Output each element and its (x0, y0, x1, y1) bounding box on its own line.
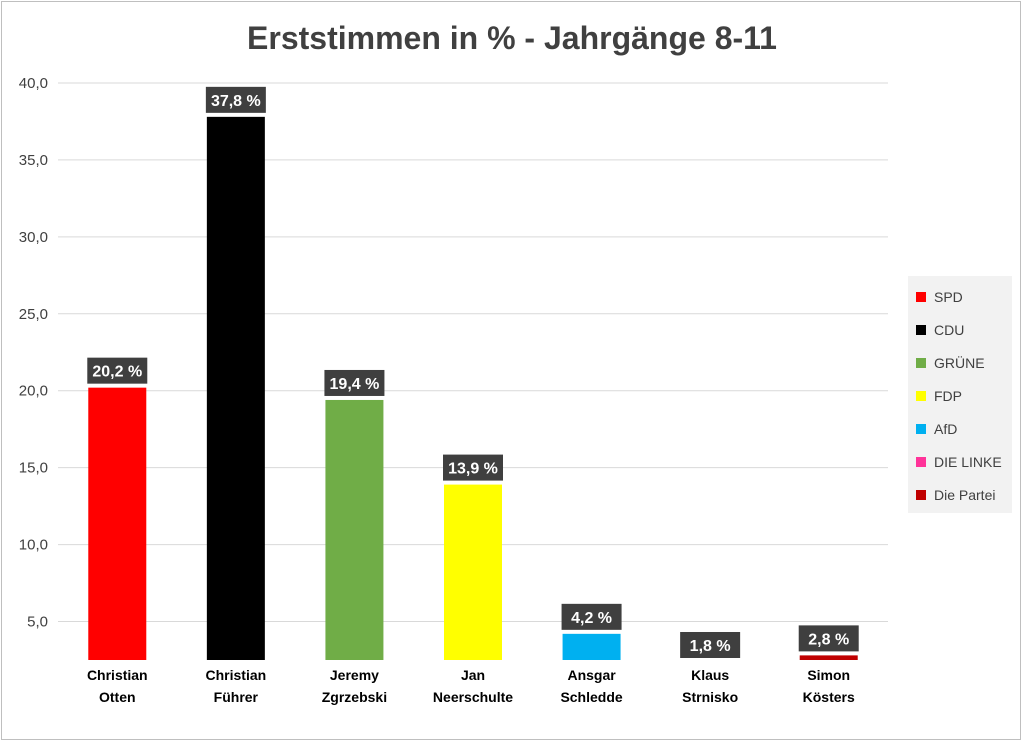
data-label-box (205, 86, 266, 113)
data-label-box (680, 632, 741, 658)
y-tick-label: 5,0 (27, 614, 48, 631)
chart-title: Erststimmen in % - Jahrgänge 8-11 (247, 20, 777, 56)
data-label: 19,4 % (330, 376, 380, 393)
category-label: Simon (807, 667, 850, 683)
bar (444, 484, 502, 660)
y-tick-label: 25,0 (19, 306, 48, 323)
category-label: Klaus (691, 667, 729, 683)
y-tick-label: 10,0 (19, 537, 48, 554)
legend-label: DIE LINKE (934, 454, 1002, 470)
legend-label: FDP (934, 388, 962, 404)
data-label-box (798, 625, 859, 652)
bar (325, 399, 384, 660)
data-label: 13,9 % (448, 461, 498, 478)
category-label: Christian (87, 667, 148, 683)
y-tick-label: 40,0 (19, 75, 48, 92)
data-label-box (87, 357, 148, 384)
legend-swatch (916, 424, 926, 434)
category-label: Strnisko (682, 689, 738, 705)
category-label: Ansgar (567, 667, 616, 683)
data-label: 1,8 % (690, 638, 731, 655)
y-tick-label: 30,0 (19, 229, 48, 246)
data-label: 2,8 % (808, 631, 849, 648)
category-label: Führer (214, 689, 259, 705)
category-label: Jan (461, 667, 485, 683)
category-label: Zgrzebski (322, 689, 387, 705)
y-tick-label: 35,0 (19, 152, 48, 169)
legend-label: SPD (934, 289, 963, 305)
legend-swatch (916, 358, 926, 368)
data-label: 4,2 % (571, 610, 612, 627)
bar (88, 387, 147, 660)
bar (562, 633, 621, 660)
data-label: 37,8 % (211, 93, 261, 110)
category-label: Kösters (803, 689, 855, 705)
category-label: Christian (206, 667, 267, 683)
y-tick-label: 20,0 (19, 383, 48, 400)
legend-label: GRÜNE (934, 354, 985, 371)
data-label: 20,2 % (92, 364, 142, 381)
data-label-box (443, 454, 503, 481)
data-label-box (324, 369, 385, 396)
legend-label: CDU (934, 322, 964, 338)
bar (206, 116, 265, 661)
data-label-box (561, 603, 622, 630)
legend-label: AfD (934, 421, 957, 437)
category-label: Otten (99, 689, 136, 705)
legend-swatch (916, 391, 926, 401)
bar (799, 655, 858, 660)
legend-swatch (916, 292, 926, 302)
legend-swatch (916, 325, 926, 335)
category-label: Schledde (560, 689, 622, 705)
legend-label: Die Partei (934, 487, 995, 503)
category-label: Jeremy (330, 667, 379, 683)
y-tick-label: 15,0 (19, 460, 48, 477)
legend-swatch (916, 490, 926, 500)
legend-swatch (916, 457, 926, 467)
category-label: Neerschulte (433, 689, 513, 705)
